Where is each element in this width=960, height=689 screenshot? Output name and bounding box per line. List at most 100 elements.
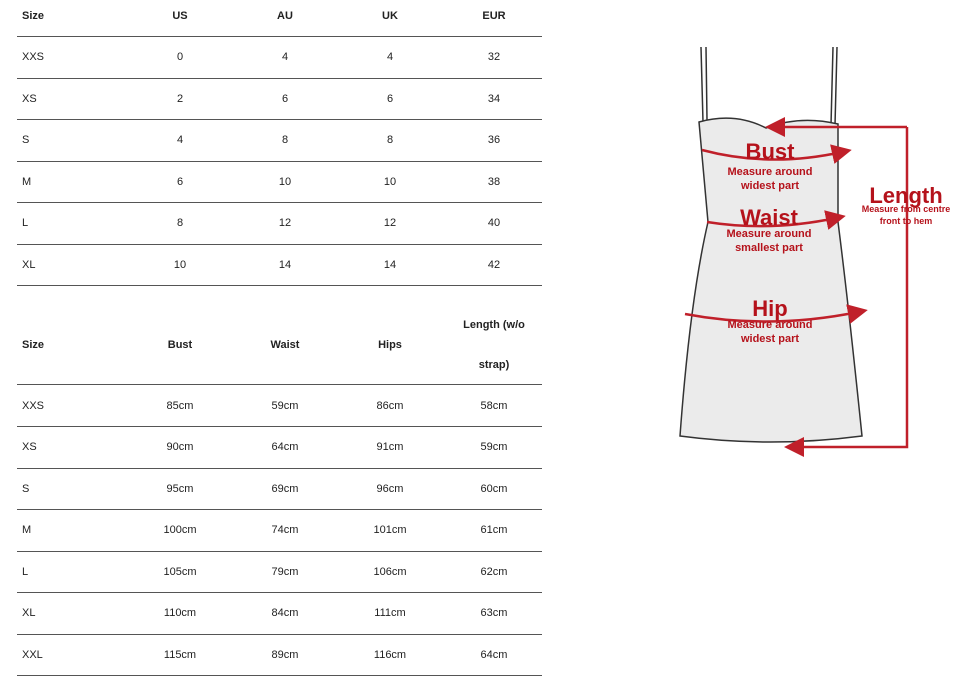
measure-label: Length <box>869 183 943 208</box>
row-divider <box>17 467 542 469</box>
table-cell: XXS <box>22 51 45 63</box>
table-cell: XL <box>22 607 36 619</box>
header-cell: AU <box>277 10 293 22</box>
table-cell: 115cm <box>163 648 197 661</box>
measure-note: Measure around widest part <box>727 319 813 345</box>
measure-label: Bust <box>745 139 795 164</box>
table-cell: S <box>22 134 30 146</box>
row-divider <box>17 119 542 120</box>
table-cell: 4 <box>176 134 184 146</box>
table-cell: 8 <box>386 134 394 146</box>
table-cell: 2 <box>176 92 184 105</box>
table-cell: 8 <box>176 217 184 229</box>
table-cell: 12 <box>383 217 397 229</box>
table-cell: 61cm <box>480 524 508 536</box>
table-cell: 10 <box>383 175 397 188</box>
header-cell: Waist <box>270 339 300 351</box>
header-cell: Size <box>22 10 45 22</box>
table-cell: 110cm <box>163 607 197 619</box>
table-cell: 36 <box>487 134 501 146</box>
table-cell: XXL <box>22 648 43 661</box>
table-cell: 111cm <box>374 607 406 619</box>
table-cell: 14 <box>278 258 292 271</box>
table-cell: 96cm <box>376 482 404 495</box>
table-cell: 12 <box>278 217 292 229</box>
header-cell: Size <box>22 339 45 351</box>
table-cell: 34 <box>487 92 501 105</box>
row-divider <box>17 202 542 203</box>
table-cell: 105cm <box>163 565 197 578</box>
header-cell: Hips <box>378 339 402 351</box>
table-cell: 69cm <box>271 482 299 495</box>
table-cell: 90cm <box>166 441 194 453</box>
table-cell: 32 <box>487 51 501 63</box>
table-cell: 14 <box>383 258 397 271</box>
row-divider <box>17 426 542 427</box>
row-divider <box>17 384 542 385</box>
table-cell: 116cm <box>373 648 407 661</box>
table-cell: M <box>22 524 32 536</box>
table-cell: 0 <box>176 51 184 63</box>
row-divider <box>17 285 542 286</box>
table-cell: 38 <box>487 175 501 188</box>
row-divider <box>17 77 542 79</box>
table-cell: 74cm <box>271 524 299 536</box>
table-cell: 60cm <box>480 482 508 495</box>
table-cell: 95cm <box>166 482 194 495</box>
table-cell: S <box>22 482 30 495</box>
measure-label: Waist <box>740 205 798 230</box>
measure-label: Hip <box>752 296 788 321</box>
header-cell: UK <box>382 10 398 22</box>
table-cell: 62cm <box>480 565 508 578</box>
table-cell: 59cm <box>271 399 299 412</box>
row-divider <box>17 509 542 510</box>
row-divider <box>17 160 542 162</box>
table-cell: 6 <box>176 175 184 188</box>
table-cell: 10 <box>278 175 292 188</box>
table-cell: 6 <box>281 92 289 105</box>
header-cell: Bust <box>167 339 193 351</box>
table-cell: 101cm <box>373 524 407 536</box>
measure-note: Measure around widest part <box>727 166 813 192</box>
table-cell: 10 <box>173 258 187 271</box>
table-cell: 84cm <box>271 607 299 619</box>
row-divider <box>17 592 542 593</box>
table-cell: L <box>22 565 29 578</box>
row-divider <box>17 675 542 676</box>
table-cell: 6 <box>386 92 394 105</box>
measure-note: Measure from centre front to hem <box>861 204 951 226</box>
table-cell: L <box>22 217 29 229</box>
row-divider <box>17 36 542 37</box>
table-cell: 89cm <box>271 648 299 661</box>
header-cell: Length (w/o strap) <box>463 319 525 371</box>
table-cell: 100cm <box>163 524 197 536</box>
table-cell: XS <box>22 92 37 105</box>
table-cell: M <box>22 175 32 188</box>
table-cell: XXS <box>22 399 45 412</box>
header-cell: EUR <box>482 10 506 22</box>
table-cell: 64cm <box>480 648 508 661</box>
table-cell: 4 <box>386 51 394 63</box>
header-cell: US <box>172 10 188 22</box>
table-cell: 64cm <box>271 441 299 453</box>
measure-note: Measure around smallest part <box>726 228 812 254</box>
table-cell: 91cm <box>376 441 404 453</box>
table-cell: 58cm <box>480 399 508 412</box>
table-cell: XS <box>22 441 37 453</box>
row-divider <box>17 243 542 245</box>
table-cell: 63cm <box>480 607 508 619</box>
row-divider <box>17 550 542 552</box>
table-cell: 86cm <box>376 399 404 412</box>
table-cell: XL <box>22 258 36 271</box>
table-cell: 85cm <box>166 399 194 412</box>
table-cell: 106cm <box>373 565 407 578</box>
table-cell: 79cm <box>271 565 299 578</box>
table-cell: 42 <box>487 258 501 271</box>
row-divider <box>17 633 542 635</box>
table-cell: 4 <box>281 51 289 63</box>
table-cell: 59cm <box>480 441 508 453</box>
table-cell: 40 <box>487 217 501 229</box>
table-cell: 8 <box>281 134 289 146</box>
